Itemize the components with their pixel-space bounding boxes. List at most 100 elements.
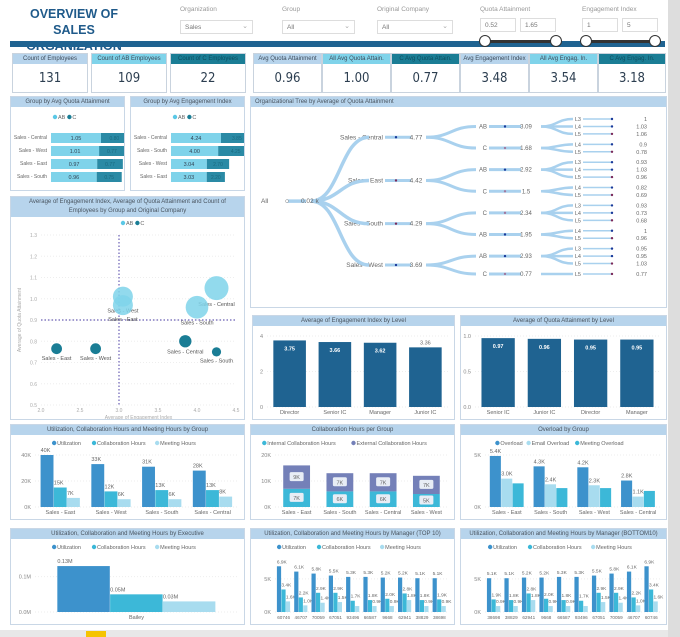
x-tick: 67051 xyxy=(329,615,342,620)
bar xyxy=(432,578,437,612)
bar xyxy=(600,488,612,507)
report-canvas: OVERVIEW OF SALES ORGANIZATION Organizat… xyxy=(0,0,668,630)
bar xyxy=(591,575,597,612)
page-tab[interactable] xyxy=(86,631,106,637)
bar xyxy=(636,605,641,612)
kpi-card: Avg Quota Attainment 0.96 xyxy=(253,53,322,93)
bar xyxy=(294,571,299,612)
bar xyxy=(644,566,649,612)
company-label: C xyxy=(483,211,488,217)
x-tick: Sales - South xyxy=(323,510,356,516)
engagement-max-input[interactable]: 5 xyxy=(622,18,658,32)
group-engagement-panel: Group by Avg Engagement Index AB C Sales -… xyxy=(130,96,245,191)
data-label: 5.3K xyxy=(363,570,374,576)
quota-slider-track[interactable] xyxy=(486,40,556,43)
x-tick: 62941 xyxy=(398,615,411,620)
data-label: 5.2K xyxy=(398,571,409,577)
tree-link xyxy=(425,222,477,236)
x-tick: 2.0 xyxy=(38,408,45,414)
c-value: 2.20 xyxy=(211,175,221,181)
root-label: All xyxy=(261,198,269,205)
group-value: 3.69 xyxy=(410,262,423,269)
slicer-quota-attainment[interactable]: Quota Attainment 0.52 1.65 xyxy=(480,6,565,32)
tree-link xyxy=(540,211,574,222)
scatter-panel: Average of Engagement Index, Average of … xyxy=(10,196,245,420)
data-label: 3.62 xyxy=(375,349,386,355)
data-label: 5.2K xyxy=(539,571,550,577)
tree-link xyxy=(540,190,574,197)
data-label: 1.8K xyxy=(420,593,431,599)
slicer-organization[interactable]: Organization Sales ⌄ xyxy=(180,6,253,34)
company-value: 3.09 xyxy=(520,124,532,130)
point-label: Sales - Central xyxy=(167,349,203,355)
level-value: 0.82 xyxy=(636,186,647,192)
quota-slider-max-handle[interactable] xyxy=(550,35,562,47)
company-value: 2.93 xyxy=(520,254,532,260)
data-label-bg xyxy=(332,477,347,487)
y-tick: 10K xyxy=(261,479,271,485)
level-value: 1.06 xyxy=(636,132,647,138)
data-label: 0.97 xyxy=(493,344,504,350)
group-engagement-chart: AB C Sales - Central 4.24 3.85 Sales - South 4… xyxy=(134,114,244,182)
level-label: L5 xyxy=(575,262,581,268)
group-quota-chart: AB C Sales - Central 1.05 0.80 Sales - West 1.… xyxy=(14,114,124,182)
c-value: 0.77 xyxy=(107,149,117,155)
vertical-scrollbar[interactable] xyxy=(668,0,680,637)
engagement-min-input[interactable]: 1 xyxy=(582,18,618,32)
data-label: 5.3K xyxy=(346,570,357,576)
bar xyxy=(437,599,442,612)
x-tick: Sales - West xyxy=(411,510,443,516)
bar xyxy=(626,571,632,612)
level-value: 0.93 xyxy=(636,203,647,209)
group-dropdown[interactable]: All ⌄ xyxy=(282,20,355,34)
quota-slider-min-handle[interactable] xyxy=(479,35,491,47)
tree-link xyxy=(425,254,477,267)
bar xyxy=(632,496,644,507)
original-company-dropdown[interactable]: All ⌄ xyxy=(377,20,453,34)
data-label: 1.8K xyxy=(561,593,572,599)
bar xyxy=(419,600,424,612)
bar xyxy=(556,488,568,507)
tree-node xyxy=(394,136,398,139)
data-label: 5.5K xyxy=(592,569,603,575)
legend-label: Collaboration Hours xyxy=(97,545,146,551)
data-label: 2.3K xyxy=(589,478,601,484)
x-tick: 70059 xyxy=(610,615,623,620)
tree-node xyxy=(610,125,614,128)
engagement-slider-min-handle[interactable] xyxy=(580,35,592,47)
x-tick: 4.0 xyxy=(194,408,201,414)
slicer-group[interactable]: Group All ⌄ xyxy=(282,6,355,34)
point-label: Sales - South xyxy=(200,358,233,364)
engagement-slider-max-handle[interactable] xyxy=(649,35,661,47)
tree-node xyxy=(610,272,614,276)
tree-link xyxy=(425,124,477,139)
data-label: 8K xyxy=(219,490,226,496)
tree-node xyxy=(610,262,614,265)
quota-max-input[interactable]: 1.65 xyxy=(520,18,556,32)
quota-min-input[interactable]: 0.52 xyxy=(480,18,516,32)
legend-dot xyxy=(120,220,126,226)
data-label: 0.95 xyxy=(632,346,643,352)
point-label: Sales - West xyxy=(80,356,112,362)
x-tick: 9668 xyxy=(382,615,393,620)
bar xyxy=(424,606,429,612)
level-label: L4 xyxy=(575,186,581,192)
c-bar xyxy=(206,172,225,182)
legend-label: Collaboration Hours xyxy=(533,545,582,551)
tree-node xyxy=(394,179,398,182)
quota-level-chart: 0.0 0.5 1.0 Senior IC 0.97 Junior IC 0.96 Direc… xyxy=(463,334,660,416)
slicer-original-company[interactable]: Original Company All ⌄ xyxy=(377,6,453,34)
bar xyxy=(489,455,501,507)
organization-dropdown[interactable]: Sales ⌄ xyxy=(180,20,253,34)
engagement-slider-track[interactable] xyxy=(586,40,656,43)
bar xyxy=(355,606,360,612)
legend-dot xyxy=(51,440,57,446)
x-axis-label: Average of Engagement Index xyxy=(105,415,173,419)
tree-node xyxy=(610,175,614,179)
overload-group-panel: Overload by Group Overload Email Overload M… xyxy=(460,424,667,520)
y-tick: 0K xyxy=(264,505,271,511)
slicer-engagement-index[interactable]: Engagement Index 1 5 xyxy=(582,6,667,32)
bar xyxy=(328,575,334,612)
y-tick: 0.6 xyxy=(30,382,37,388)
data-label: 1.4K xyxy=(619,596,630,602)
